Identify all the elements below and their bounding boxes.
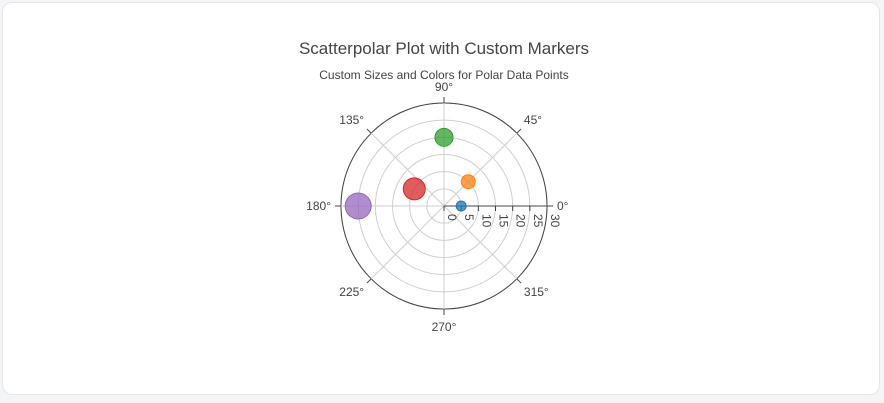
angular-tick-label: 315° xyxy=(524,285,549,299)
chart-title: Scatterpolar Plot with Custom Markers xyxy=(299,39,589,58)
data-point xyxy=(344,192,372,220)
data-point xyxy=(434,127,454,147)
polar-chart: Scatterpolar Plot with Custom Markers Cu… xyxy=(299,39,589,334)
axis-labels: 0 5 10 15 20 25 300° 45° 90° 135° 180° 225° 270° 315° xyxy=(306,80,569,334)
angular-tick xyxy=(516,128,522,134)
angular-tick-label: 90° xyxy=(435,80,453,94)
chart-subtitle: Custom Sizes and Colors for Polar Data P… xyxy=(319,68,568,82)
angular-tick-label: 45° xyxy=(524,113,542,127)
radial-tick-label: 25 xyxy=(531,214,545,228)
radial-tick-label: 0 xyxy=(445,214,459,221)
data-point xyxy=(455,200,467,212)
angular-tick-label: 135° xyxy=(339,113,364,127)
radial-tick-label: 30 xyxy=(548,214,562,228)
angular-gridline xyxy=(370,205,445,280)
data-point xyxy=(402,177,426,201)
data-point xyxy=(460,174,476,190)
angular-tick-label: 180° xyxy=(306,199,331,213)
angular-tick-label: 270° xyxy=(432,320,457,334)
angular-tick xyxy=(366,128,372,134)
angular-tick-label: 0° xyxy=(557,199,569,213)
chart-card: Scatterpolar Plot with Custom Markers Cu… xyxy=(2,2,880,395)
angular-gridline xyxy=(370,132,445,207)
radial-tick-label: 15 xyxy=(497,214,511,228)
angular-tick-label: 225° xyxy=(339,285,364,299)
angular-gridline xyxy=(443,132,518,207)
angular-tick xyxy=(366,278,372,284)
data-points xyxy=(344,127,476,220)
radial-tick-label: 20 xyxy=(514,214,528,228)
radial-tick-label: 5 xyxy=(462,214,476,221)
angular-tick xyxy=(516,278,522,284)
radial-tick-label: 10 xyxy=(479,214,493,228)
angular-gridline xyxy=(443,205,518,280)
